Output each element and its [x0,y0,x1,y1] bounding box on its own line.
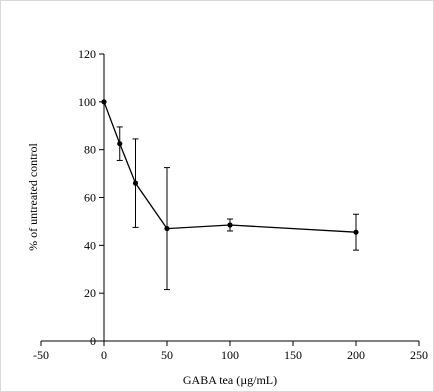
data-markers [101,99,359,235]
x-tick-label: 150 [284,348,302,362]
data-point [101,99,107,105]
y-tick-label: 60 [84,191,96,205]
y-tick-label: 120 [78,47,96,61]
data-point [353,229,359,235]
x-tick-label: 0 [101,348,107,362]
data-point [117,141,123,147]
y-axis-label: % of untreated control [26,143,40,251]
x-tick-label: 250 [410,348,428,362]
y-tick-label: 100 [78,95,96,109]
y-tick-label: 20 [84,286,96,300]
series-polyline [103,101,357,233]
y-ticks: 0 20 40 60 80 100 120 [78,47,104,348]
y-tick-label: 40 [84,238,96,252]
x-axis-label: GABA tea (µg/mL) [183,373,277,387]
data-point [227,222,233,228]
data-point [164,225,170,232]
axes [41,54,419,342]
y-tick-label: 80 [84,143,96,157]
y-tick-label: 0 [90,334,96,348]
x-tick-label: -50 [33,348,49,362]
x-tick-label: 200 [347,348,365,362]
x-ticks: -50 0 50 100 150 200 250 [33,341,428,362]
series-line [103,101,357,233]
data-point [132,180,139,186]
x-tick-label: 100 [221,348,239,362]
x-tick-label: 50 [161,348,173,362]
